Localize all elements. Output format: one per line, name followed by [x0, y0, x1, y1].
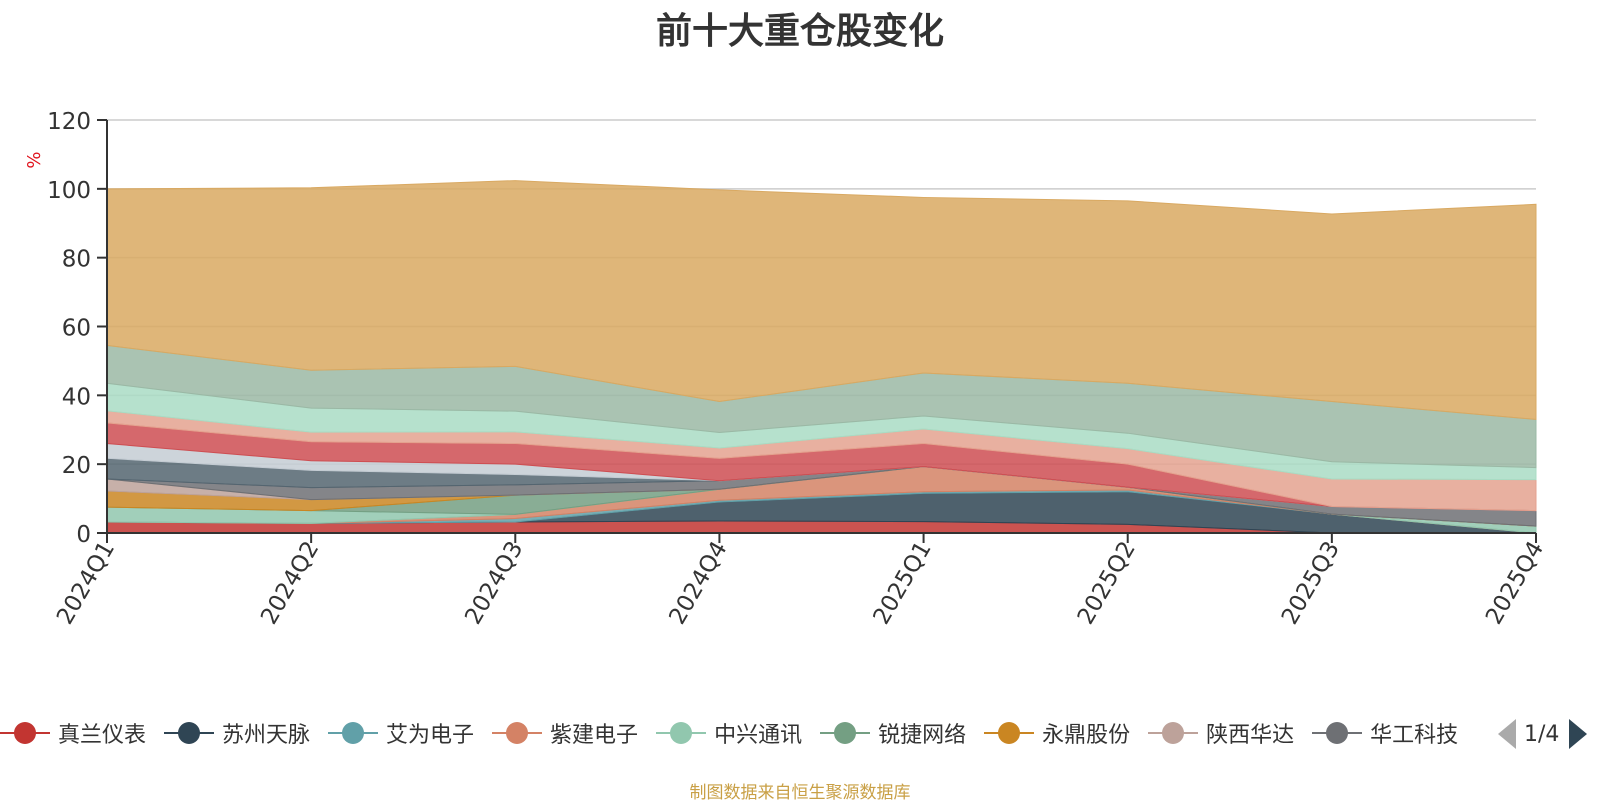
legend-item[interactable]: 紫建电子	[492, 718, 638, 748]
y-tick-label: 40	[62, 384, 91, 410]
legend-marker-icon	[0, 718, 50, 748]
legend-marker-icon	[1312, 718, 1363, 748]
legend-marker-icon	[656, 718, 707, 748]
chart-title: 前十大重仓股变化	[655, 11, 944, 52]
y-tick-label: 120	[47, 109, 91, 135]
legend-page-indicator: 1/4	[1524, 721, 1560, 747]
legend-item[interactable]: 锐捷网络	[820, 718, 966, 748]
legend-marker-icon	[328, 718, 379, 748]
legend-item[interactable]: 中兴通讯	[656, 718, 802, 748]
x-tick-label: 2024Q1	[52, 537, 120, 629]
legend-item[interactable]: 永鼎股份	[984, 718, 1130, 748]
legend-label: 永鼎股份	[1042, 723, 1131, 748]
legend-item[interactable]: 苏州天脉	[164, 718, 310, 748]
legend-item[interactable]: 华工科技	[1312, 718, 1458, 748]
legend: 真兰仪表 苏州天脉 艾为电子 紫建电子 中兴通讯 锐捷网络 永鼎股份 陕西华达 华工科技 1/4	[0, 712, 1600, 756]
legend-label: 真兰仪表	[58, 723, 147, 748]
y-tick-label: 80	[62, 247, 91, 273]
legend-viewport: 真兰仪表 苏州天脉 艾为电子 紫建电子 中兴通讯 锐捷网络 永鼎股份 陕西华达 华工科技	[0, 712, 1480, 756]
legend-item[interactable]: 陕西华达	[1148, 718, 1294, 748]
legend-pager: 1/4	[1498, 716, 1598, 752]
x-tick-label: 2025Q2	[1073, 537, 1141, 629]
y-tick-label: 0	[76, 522, 91, 548]
x-tick-label: 2024Q3	[460, 537, 528, 629]
legend-marker-icon	[1148, 718, 1199, 748]
x-tick-label: 2024Q4	[664, 537, 732, 629]
legend-label: 中兴通讯	[714, 723, 803, 748]
legend-label: 紫建电子	[550, 723, 639, 748]
area-chart: 0 20 40 60 80 100 120% 2024Q1 2024Q2 2024Q3 2024Q4…	[24, 109, 1549, 629]
y-axis-unit-label: %	[24, 151, 45, 168]
legend-marker-icon	[984, 718, 1035, 748]
x-tick-label: 2024Q2	[256, 537, 324, 629]
legend-item[interactable]: 艾为电子	[328, 718, 474, 748]
source-note: 制图数据来自恒生聚源数据库	[689, 783, 911, 803]
legend-item[interactable]: 真兰仪表	[0, 718, 146, 748]
x-tick-label: 2025Q4	[1481, 537, 1549, 629]
y-tick-label: 20	[62, 453, 91, 479]
legend-marker-icon	[492, 718, 543, 748]
legend-label: 华工科技	[1370, 723, 1459, 748]
legend-prev-page-icon[interactable]	[1498, 719, 1516, 749]
legend-label: 陕西华达	[1206, 723, 1295, 748]
y-tick-label: 60	[62, 316, 91, 342]
x-tick-label: 2025Q3	[1277, 537, 1345, 629]
legend-label: 艾为电子	[386, 723, 475, 748]
legend-marker-icon	[164, 718, 215, 748]
legend-marker-icon	[820, 718, 871, 748]
x-tick-label: 2025Q1	[869, 537, 937, 629]
legend-label: 苏州天脉	[222, 723, 311, 748]
legend-label: 锐捷网络	[878, 723, 967, 748]
y-tick-label: 100	[47, 178, 91, 204]
area-series-16	[106, 180, 1537, 420]
legend-row: 真兰仪表 苏州天脉 艾为电子 紫建电子 中兴通讯 锐捷网络 永鼎股份 陕西华达 华工科技	[0, 718, 1476, 752]
legend-next-page-icon[interactable]	[1569, 719, 1588, 749]
